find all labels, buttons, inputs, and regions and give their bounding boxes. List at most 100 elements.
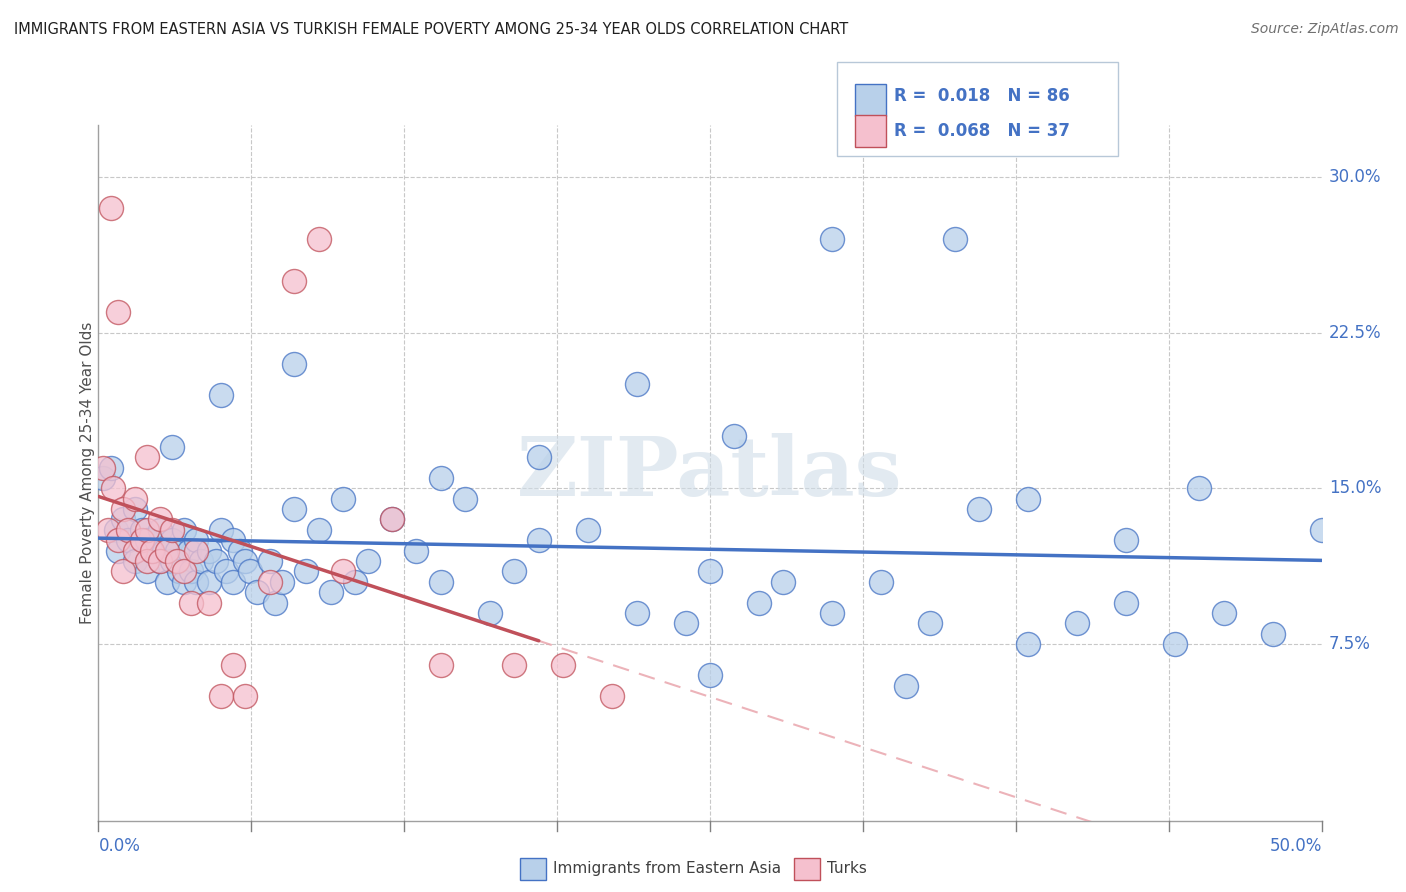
Point bbox=[136, 565, 159, 579]
Point bbox=[91, 460, 114, 475]
Point bbox=[117, 533, 139, 548]
Point bbox=[124, 491, 146, 506]
Point bbox=[381, 512, 404, 526]
Point bbox=[180, 596, 202, 610]
Point bbox=[107, 533, 129, 548]
Point bbox=[149, 523, 172, 537]
Point bbox=[503, 565, 526, 579]
Point bbox=[97, 523, 120, 537]
Point bbox=[222, 657, 245, 672]
Point bbox=[894, 679, 917, 693]
Point bbox=[1115, 596, 1137, 610]
Point bbox=[478, 606, 501, 620]
Point bbox=[239, 565, 262, 579]
Point bbox=[675, 616, 697, 631]
Point bbox=[107, 543, 129, 558]
Point bbox=[381, 512, 404, 526]
Point bbox=[295, 565, 318, 579]
Point bbox=[156, 574, 179, 589]
Point bbox=[553, 657, 575, 672]
Point bbox=[1188, 481, 1211, 495]
Point bbox=[332, 491, 354, 506]
Point bbox=[136, 523, 159, 537]
Point bbox=[149, 512, 172, 526]
Point bbox=[626, 606, 648, 620]
Text: R =  0.018   N = 86: R = 0.018 N = 86 bbox=[894, 87, 1070, 105]
Point bbox=[430, 574, 453, 589]
Point bbox=[100, 201, 122, 215]
Point bbox=[104, 523, 127, 537]
Point bbox=[943, 232, 966, 246]
Point bbox=[197, 574, 219, 589]
Point bbox=[173, 574, 195, 589]
Point bbox=[149, 554, 172, 568]
Point bbox=[821, 606, 844, 620]
Point bbox=[101, 481, 124, 495]
Point bbox=[111, 565, 134, 579]
Point bbox=[319, 585, 342, 599]
Point bbox=[1310, 523, 1333, 537]
Point bbox=[111, 502, 134, 516]
Point bbox=[233, 689, 256, 703]
Point bbox=[209, 388, 232, 402]
Point bbox=[527, 450, 550, 465]
Point bbox=[430, 471, 453, 485]
Point bbox=[100, 460, 122, 475]
Point bbox=[214, 565, 236, 579]
Point bbox=[454, 491, 477, 506]
Point bbox=[136, 533, 159, 548]
Point bbox=[723, 429, 745, 443]
Point bbox=[344, 574, 367, 589]
Point bbox=[870, 574, 893, 589]
Point bbox=[527, 533, 550, 548]
Point bbox=[1017, 491, 1039, 506]
Point bbox=[173, 523, 195, 537]
Point bbox=[141, 543, 163, 558]
Text: R =  0.068   N = 37: R = 0.068 N = 37 bbox=[894, 122, 1070, 140]
Point bbox=[356, 554, 378, 568]
Point bbox=[283, 502, 305, 516]
Point bbox=[197, 596, 219, 610]
Point bbox=[1115, 533, 1137, 548]
Point bbox=[222, 533, 245, 548]
Point bbox=[197, 543, 219, 558]
Point bbox=[626, 377, 648, 392]
Point bbox=[173, 565, 195, 579]
Text: 0.0%: 0.0% bbox=[98, 838, 141, 855]
Point bbox=[124, 502, 146, 516]
Point bbox=[149, 554, 172, 568]
Point bbox=[222, 574, 245, 589]
Point bbox=[153, 543, 176, 558]
Point bbox=[332, 565, 354, 579]
Point bbox=[259, 574, 281, 589]
Point bbox=[177, 543, 200, 558]
Point bbox=[1212, 606, 1234, 620]
Point bbox=[699, 565, 721, 579]
Point bbox=[111, 512, 134, 526]
Point bbox=[748, 596, 770, 610]
Point bbox=[136, 450, 159, 465]
Point bbox=[1261, 626, 1284, 640]
Point bbox=[503, 657, 526, 672]
Point bbox=[308, 523, 330, 537]
Point bbox=[600, 689, 623, 703]
Point bbox=[124, 543, 146, 558]
Text: Turks: Turks bbox=[827, 862, 866, 876]
Point bbox=[160, 440, 183, 454]
Text: Source: ZipAtlas.com: Source: ZipAtlas.com bbox=[1251, 22, 1399, 37]
Point bbox=[430, 657, 453, 672]
Point bbox=[160, 554, 183, 568]
Point bbox=[167, 565, 190, 579]
Point bbox=[772, 574, 794, 589]
Point bbox=[259, 554, 281, 568]
Point bbox=[205, 554, 228, 568]
Point bbox=[160, 523, 183, 537]
Point bbox=[967, 502, 990, 516]
Point bbox=[821, 232, 844, 246]
Point bbox=[156, 543, 179, 558]
Point bbox=[405, 543, 427, 558]
Point bbox=[166, 554, 188, 568]
Point bbox=[1017, 637, 1039, 651]
Point bbox=[246, 585, 269, 599]
Point bbox=[186, 543, 208, 558]
